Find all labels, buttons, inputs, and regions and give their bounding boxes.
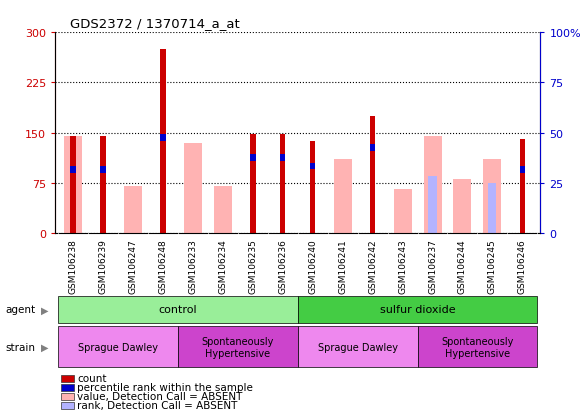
Bar	[58, 297, 297, 323]
Text: ▶: ▶	[41, 305, 48, 315]
Text: Sprague Dawley: Sprague Dawley	[318, 342, 397, 352]
Bar	[393, 190, 411, 233]
Bar	[370, 145, 375, 151]
Bar	[178, 326, 297, 368]
Text: Sprague Dawley: Sprague Dawley	[78, 342, 158, 352]
Bar	[310, 163, 315, 170]
Bar	[70, 166, 76, 173]
Text: GSM106247: GSM106247	[128, 238, 138, 293]
Bar	[370, 116, 375, 233]
Text: GSM106246: GSM106246	[518, 238, 527, 293]
Text: GSM106248: GSM106248	[159, 238, 167, 293]
Text: ▶: ▶	[41, 342, 48, 352]
Bar	[58, 326, 178, 368]
Text: GSM106239: GSM106239	[99, 238, 107, 293]
Text: GSM106242: GSM106242	[368, 238, 377, 293]
Bar	[424, 137, 442, 233]
Bar	[101, 166, 106, 173]
Text: value, Detection Call = ABSENT: value, Detection Call = ABSENT	[77, 391, 243, 401]
Text: GSM106235: GSM106235	[248, 238, 257, 293]
Bar	[428, 177, 436, 233]
Bar	[101, 137, 106, 233]
Bar	[333, 160, 352, 233]
Bar	[519, 140, 525, 233]
Bar	[454, 180, 471, 233]
Bar	[519, 166, 525, 173]
Bar	[70, 137, 76, 233]
Bar	[250, 154, 256, 161]
Bar	[418, 326, 537, 368]
Text: Spontaneously
Hypertensive: Spontaneously Hypertensive	[202, 336, 274, 358]
Text: Spontaneously
Hypertensive: Spontaneously Hypertensive	[441, 336, 514, 358]
Text: percentile rank within the sample: percentile rank within the sample	[77, 382, 253, 392]
Bar	[297, 297, 537, 323]
Text: GSM106244: GSM106244	[458, 238, 467, 293]
Text: count: count	[77, 373, 107, 383]
Text: GDS2372 / 1370714_a_at: GDS2372 / 1370714_a_at	[70, 17, 239, 30]
Bar	[489, 183, 496, 233]
Bar	[250, 135, 256, 233]
Text: GSM106237: GSM106237	[428, 238, 437, 293]
Bar	[160, 135, 166, 141]
Text: GSM106240: GSM106240	[309, 238, 317, 293]
Text: rank, Detection Call = ABSENT: rank, Detection Call = ABSENT	[77, 400, 238, 410]
Text: strain: strain	[6, 342, 36, 352]
Text: sulfur dioxide: sulfur dioxide	[380, 305, 456, 315]
Bar	[124, 187, 142, 233]
Text: GSM106238: GSM106238	[69, 238, 78, 293]
Bar	[214, 187, 232, 233]
Bar	[280, 135, 285, 233]
Bar	[310, 141, 315, 233]
Bar	[160, 50, 166, 233]
Text: agent: agent	[6, 305, 36, 315]
Bar	[483, 160, 501, 233]
Bar	[280, 154, 285, 161]
Text: GSM106234: GSM106234	[218, 238, 227, 293]
Bar	[184, 143, 202, 233]
Text: GSM106233: GSM106233	[188, 238, 198, 293]
Bar	[297, 326, 418, 368]
Bar	[64, 137, 82, 233]
Text: GSM106241: GSM106241	[338, 238, 347, 293]
Text: control: control	[159, 305, 198, 315]
Text: GSM106236: GSM106236	[278, 238, 287, 293]
Text: GSM106243: GSM106243	[398, 238, 407, 293]
Text: GSM106245: GSM106245	[488, 238, 497, 293]
